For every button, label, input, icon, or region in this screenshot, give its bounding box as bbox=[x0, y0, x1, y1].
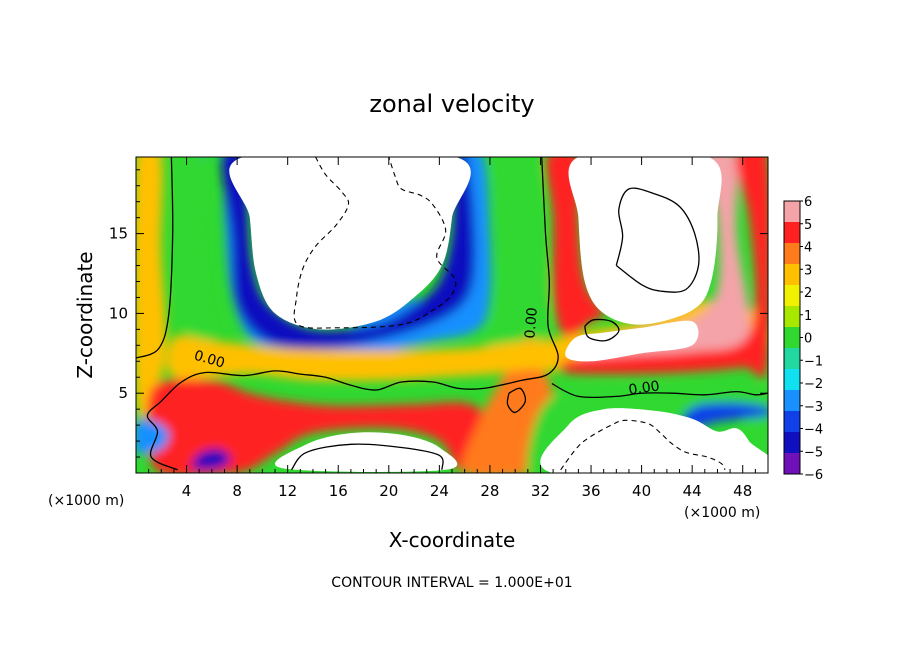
contour-label: 0.00 bbox=[628, 378, 661, 398]
colorbar-swatch bbox=[784, 222, 800, 243]
colorbar-swatch bbox=[784, 306, 800, 327]
colorbar-swatch bbox=[784, 411, 800, 432]
colorbar-swatch bbox=[784, 369, 800, 390]
x-tick-label: 40 bbox=[632, 482, 651, 500]
x-tick-label: 28 bbox=[480, 482, 499, 500]
x-axis-ticks: 4 8 12 16 20 24 28 32 36 40 44 48 bbox=[148, 157, 756, 500]
x-tick-label: 16 bbox=[329, 482, 348, 500]
colorbar-swatch bbox=[784, 201, 800, 222]
chart-title: zonal velocity bbox=[369, 90, 534, 118]
velocity-band bbox=[136, 419, 170, 455]
colorbar-swatch bbox=[784, 243, 800, 264]
masked-region bbox=[565, 320, 699, 362]
y-axis-unit: (×1000 m) bbox=[48, 493, 124, 509]
colorbar-label: 4 bbox=[804, 241, 812, 256]
contour-lines bbox=[136, 157, 768, 471]
colorbar-label: −6 bbox=[804, 468, 823, 483]
colorbar-swatch bbox=[784, 285, 800, 306]
velocity-band bbox=[577, 157, 750, 362]
contour-line-solid bbox=[551, 383, 768, 399]
colorbar-swatch bbox=[784, 453, 800, 474]
velocity-band bbox=[559, 157, 768, 379]
colorbar-swatch bbox=[784, 327, 800, 348]
contour-label: 0.00 bbox=[522, 307, 541, 339]
colorbar: 6 5 4 3 2 1 0 −1 −2 −3 −4 −5 −6 bbox=[783, 195, 823, 483]
colorbar-label: 1 bbox=[804, 309, 812, 324]
masked-region bbox=[229, 157, 471, 330]
colorbar-label: −1 bbox=[804, 354, 823, 369]
x-tick-label: 48 bbox=[733, 482, 752, 500]
velocity-field bbox=[136, 157, 768, 473]
x-tick-label: 44 bbox=[683, 482, 702, 500]
colorbar-swatch bbox=[784, 390, 800, 411]
masked-region bbox=[274, 432, 458, 472]
x-axis-label: X-coordinate bbox=[389, 528, 516, 552]
contour-interval-note: CONTOUR INTERVAL = 1.000E+01 bbox=[331, 575, 573, 591]
colorbar-label: 6 bbox=[804, 195, 812, 210]
colorbar-label: 0 bbox=[804, 332, 812, 347]
x-tick-label: 36 bbox=[581, 482, 600, 500]
contour-line-solid bbox=[146, 157, 559, 471]
contour-line-solid bbox=[290, 443, 444, 471]
plot-area: 0.000.000.00 bbox=[135, 156, 769, 474]
y-tick-label: 15 bbox=[109, 225, 128, 243]
velocity-band bbox=[191, 448, 231, 470]
y-axis-label: Z-coordinate bbox=[73, 251, 97, 378]
velocity-band bbox=[136, 157, 167, 419]
masked-regions bbox=[229, 157, 768, 473]
x-tick-label: 8 bbox=[232, 482, 242, 500]
x-tick-label: 20 bbox=[379, 482, 398, 500]
colorbar-label: −3 bbox=[804, 400, 823, 415]
x-axis-unit: (×1000 m) bbox=[684, 505, 760, 521]
x-tick-label: 32 bbox=[531, 482, 550, 500]
colorbar-swatch bbox=[784, 432, 800, 453]
y-axis-ticks: 5 10 15 bbox=[109, 169, 768, 458]
colorbar-label: 5 bbox=[804, 218, 812, 233]
masked-region bbox=[568, 157, 722, 325]
masked-region bbox=[540, 408, 768, 473]
contour-line-solid bbox=[584, 318, 620, 342]
x-tick-label: 12 bbox=[278, 482, 297, 500]
colorbar-label: 2 bbox=[804, 286, 812, 301]
contour-line-solid bbox=[136, 157, 174, 359]
x-tick-label: 4 bbox=[182, 482, 192, 500]
y-tick-label: 5 bbox=[118, 384, 128, 402]
colorbar-label: 3 bbox=[804, 263, 812, 278]
colorbar-swatch bbox=[784, 264, 800, 285]
colorbar-swatch bbox=[784, 348, 800, 369]
colorbar-label: −2 bbox=[804, 377, 823, 392]
contour-line-dashed bbox=[293, 157, 457, 329]
colorbar-label: −4 bbox=[804, 423, 823, 438]
contour-line-solid bbox=[615, 187, 700, 293]
x-tick-label: 24 bbox=[430, 482, 449, 500]
contour-line-solid bbox=[506, 387, 527, 414]
y-tick-label: 10 bbox=[109, 304, 128, 322]
colorbar-label: −5 bbox=[804, 445, 823, 460]
velocity-band bbox=[147, 379, 531, 473]
